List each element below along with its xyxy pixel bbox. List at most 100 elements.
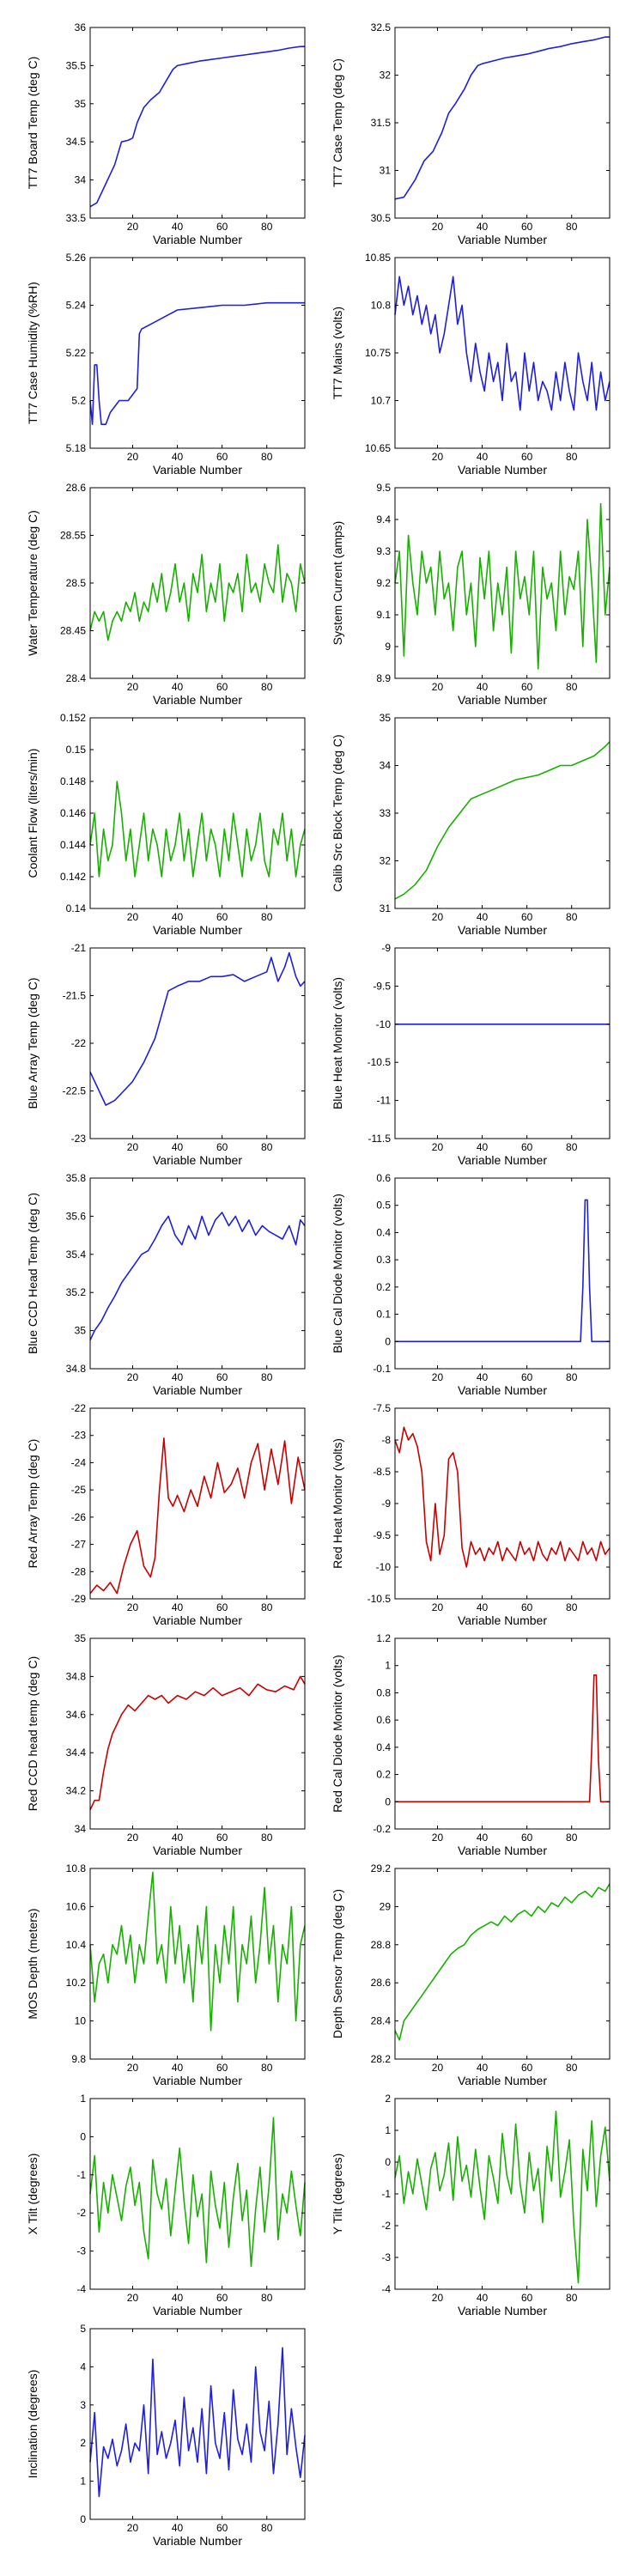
series-line	[89, 951, 306, 1106]
y-tick-label: -10	[376, 1018, 392, 1030]
series-line	[89, 301, 305, 426]
y-tick-label: -22	[71, 1037, 87, 1049]
y-tick-label: 0.8	[376, 1686, 391, 1698]
series-line	[89, 1212, 306, 1341]
y-tick-label: 9.2	[376, 577, 391, 589]
x-axis-label: Variable Number	[153, 923, 242, 937]
x-tick-label: 40	[172, 2292, 184, 2304]
y-axis-label: Y Tilt (degrees)	[331, 2154, 344, 2235]
y-tick-label: 5	[80, 2323, 86, 2335]
y-axis-label: X Tilt (degrees)	[26, 2154, 39, 2235]
x-tick-label: 40	[477, 1371, 489, 1383]
y-tick-label: 5.22	[66, 347, 87, 359]
y-tick-label: -23	[71, 1430, 87, 1442]
y-tick-label: 0.15	[66, 744, 87, 756]
subplot-7: 20 40 60 80 0.14 0.142 0.144 0.146 0.148 0.15 0.15…	[26, 712, 306, 937]
y-axis-label: Red Cal Diode Monitor (volts)	[331, 1655, 344, 1813]
y-tick-label: 0	[385, 2156, 391, 2168]
y-tick-label: 34.6	[66, 1709, 87, 1721]
x-axis-label: Variable Number	[458, 2304, 547, 2318]
series-line	[394, 1883, 611, 2041]
x-tick-label: 20	[432, 1832, 444, 1844]
y-tick-label: 9	[385, 641, 391, 653]
plot-frame	[394, 947, 611, 1139]
subplot-19: 20 40 60 80 -4 -3 -2 -1 0 1 Variable Number X Tilt …	[26, 2093, 306, 2318]
x-axis-label: Variable Number	[153, 2534, 242, 2548]
y-tick-label: 0.1	[376, 1309, 391, 1321]
y-tick-label: 3	[80, 2399, 86, 2411]
y-tick-label: -3	[381, 2251, 391, 2263]
y-tick-label: -21.5	[63, 990, 87, 1002]
y-tick-label: 0.2	[376, 1281, 391, 1293]
y-tick-label: 0.144	[60, 839, 86, 851]
y-axis-label: MOS Depth (meters)	[26, 1908, 39, 2019]
y-tick-label: 0	[385, 1335, 391, 1347]
y-tick-label: 34.8	[66, 1670, 87, 1682]
y-tick-label: -9.5	[373, 980, 391, 992]
subplot-18: 20 40 60 80 28.2 28.4 28.6 28.8 29 29.2 Variable N…	[331, 1862, 611, 2087]
x-axis-label: Variable Number	[458, 923, 547, 937]
x-tick-label: 20	[127, 2062, 139, 2074]
x-axis-label: Variable Number	[458, 233, 547, 246]
x-tick-label: 20	[432, 2062, 444, 2074]
plot-frame	[394, 717, 611, 909]
y-tick-label: 10	[75, 2015, 87, 2027]
x-axis-label: Variable Number	[153, 463, 242, 477]
y-tick-label: 1	[80, 2476, 86, 2488]
plot-frame	[89, 1407, 306, 1600]
x-tick-label: 20	[127, 1371, 139, 1383]
plot-frame	[89, 257, 306, 449]
plot-frame	[394, 487, 611, 679]
y-tick-label: 1	[385, 2124, 391, 2136]
series-line	[89, 1871, 306, 2032]
y-tick-label: 9.4	[376, 513, 391, 526]
y-tick-label: 0.2	[376, 1769, 391, 1781]
y-tick-label: 5.18	[66, 442, 87, 454]
x-tick-label: 80	[261, 1371, 273, 1383]
x-tick-label: 60	[521, 1601, 533, 1613]
y-tick-label: 29.2	[371, 1862, 392, 1874]
y-tick-label: 31.5	[371, 117, 392, 129]
x-tick-label: 40	[172, 221, 184, 233]
y-tick-label: -10.5	[368, 1056, 392, 1068]
x-tick-label: 80	[261, 1832, 273, 1844]
x-tick-label: 60	[521, 2292, 533, 2304]
y-tick-label: -22	[71, 1402, 87, 1414]
y-tick-label: 9.5	[376, 482, 391, 494]
x-axis-label: Variable Number	[458, 2074, 547, 2087]
y-tick-label: 10.4	[66, 1939, 87, 1951]
y-axis-label: Blue Array Temp (deg C)	[26, 977, 39, 1109]
plot-frame	[394, 1637, 611, 1830]
x-tick-label: 20	[432, 221, 444, 233]
plot-frame	[89, 1637, 306, 1830]
y-tick-label: 10.75	[365, 347, 391, 359]
y-tick-label: 5.26	[66, 252, 87, 264]
series-line	[89, 1675, 306, 1811]
y-tick-label: 0.5	[376, 1200, 391, 1212]
y-tick-label: -9.5	[373, 1529, 391, 1541]
y-tick-label: -27	[71, 1539, 87, 1551]
plot-frame	[89, 27, 306, 219]
x-tick-label: 40	[172, 2522, 184, 2534]
y-tick-label: 0.6	[376, 1172, 391, 1184]
x-axis-label: Variable Number	[458, 1153, 547, 1167]
x-tick-label: 80	[261, 681, 273, 693]
series-line	[394, 1426, 611, 1568]
y-axis-label: Red Array Temp (deg C)	[26, 1439, 39, 1569]
x-tick-label: 20	[432, 451, 444, 463]
series-line	[89, 781, 306, 878]
series-line	[394, 276, 611, 411]
y-tick-label: 0.152	[60, 712, 86, 724]
y-tick-label: 35.8	[66, 1172, 87, 1184]
y-tick-label: 36	[75, 21, 87, 33]
y-tick-label: 0	[80, 2513, 86, 2525]
y-tick-label: 10.85	[365, 252, 391, 264]
y-axis-label: Blue Cal Diode Monitor (volts)	[331, 1194, 344, 1353]
series-line	[394, 2111, 611, 2284]
y-tick-label: 28.6	[66, 482, 87, 494]
y-tick-label: 34.4	[66, 1747, 87, 1759]
y-axis-label: TT7 Case Temp (deg C)	[331, 58, 344, 187]
y-axis-label: Water Temperature (deg C)	[26, 510, 39, 656]
x-tick-label: 20	[432, 2292, 444, 2304]
y-tick-label: 9.8	[71, 2053, 86, 2065]
